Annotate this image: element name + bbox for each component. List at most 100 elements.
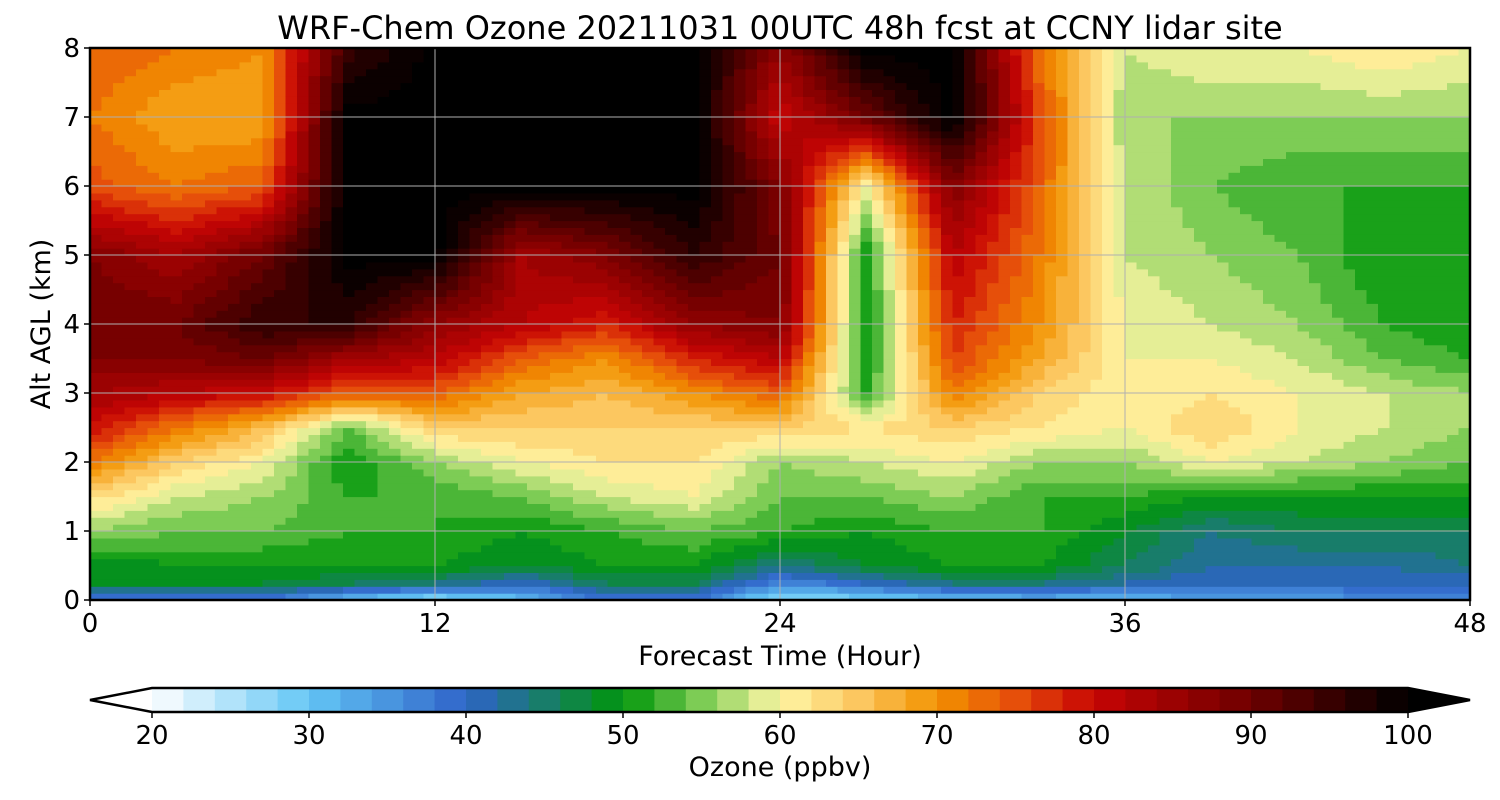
contour-cell	[642, 510, 655, 518]
contour-cell	[699, 551, 712, 560]
contour-cell	[561, 351, 574, 360]
contour-cell	[216, 393, 229, 401]
contour-cell	[124, 82, 137, 90]
contour-cell	[124, 337, 137, 346]
contour-cell	[596, 503, 609, 511]
contour-cell	[469, 261, 482, 270]
contour-cell	[757, 213, 770, 222]
contour-cell	[630, 510, 643, 518]
contour-cell	[354, 496, 367, 504]
contour-cell	[791, 268, 804, 277]
contour-cell	[446, 248, 459, 256]
contour-cell	[412, 358, 425, 366]
contour-cell	[734, 89, 747, 97]
contour-cell	[596, 89, 609, 97]
contour-cell	[423, 496, 436, 504]
contour-cell	[722, 103, 735, 111]
contour-cell	[343, 365, 356, 373]
contour-cell	[435, 434, 448, 442]
contour-cell	[182, 54, 195, 63]
contour-cell	[101, 268, 114, 277]
contour-cell	[561, 324, 574, 332]
contour-cell	[458, 248, 471, 256]
contour-cell	[147, 427, 160, 435]
contour-cell	[366, 172, 379, 180]
contour-cell	[780, 303, 793, 311]
contour-cell	[757, 524, 770, 532]
contour-cell	[239, 427, 252, 435]
contour-cell	[665, 241, 678, 249]
contour-cell	[734, 199, 747, 208]
contour-cell	[504, 206, 517, 215]
contour-cell	[274, 572, 287, 580]
contour-cell	[170, 310, 183, 318]
contour-cell	[642, 68, 655, 77]
contour-cell	[400, 255, 413, 263]
contour-cell	[239, 303, 252, 311]
contour-cell	[584, 586, 597, 594]
contour-cell	[251, 137, 264, 146]
contour-cell	[492, 379, 505, 387]
contour-cell	[596, 455, 609, 463]
contour-cell	[205, 220, 218, 228]
contour-cell	[458, 103, 471, 111]
contour-cell	[228, 241, 241, 249]
contour-cell	[343, 482, 356, 491]
contour-cell	[584, 372, 597, 380]
contour-cell	[343, 234, 356, 242]
contour-cell	[446, 531, 459, 539]
contour-cell	[216, 206, 229, 215]
contour-cell	[136, 558, 149, 567]
contour-cell	[366, 282, 379, 291]
contour-cell	[193, 531, 206, 539]
contour-cell	[136, 261, 149, 270]
contour-cell	[170, 524, 183, 532]
contour-cell	[90, 468, 103, 477]
contour-cell	[722, 130, 735, 139]
contour-cell	[561, 344, 574, 353]
contour-cell	[711, 496, 724, 504]
contour-cell	[446, 213, 459, 222]
contour-cell	[492, 330, 505, 339]
contour-cell	[780, 103, 793, 111]
contour-cell	[136, 551, 149, 560]
contour-cell	[527, 531, 540, 539]
contour-cell	[722, 393, 735, 401]
contour-cell	[274, 468, 287, 477]
contour-cell	[665, 213, 678, 222]
contour-cell	[400, 137, 413, 146]
contour-cell	[734, 475, 747, 484]
contour-cell	[481, 82, 494, 90]
contour-cell	[780, 551, 793, 560]
contour-cell	[216, 48, 229, 56]
contour-cell	[527, 82, 540, 90]
contour-cell	[630, 393, 643, 401]
contour-cell	[768, 393, 781, 401]
contour-cell	[343, 123, 356, 132]
contour-cell	[734, 593, 747, 601]
contour-cell	[665, 68, 678, 77]
contour-cell	[205, 296, 218, 304]
contour-cell	[619, 517, 632, 525]
contour-cell	[734, 137, 747, 146]
contour-cell	[676, 158, 689, 166]
contour-cell	[285, 179, 298, 187]
contour-cell	[297, 289, 310, 297]
contour-cell	[757, 151, 770, 159]
contour-cell	[711, 393, 724, 401]
contour-cell	[699, 192, 712, 201]
contour-cell	[366, 517, 379, 525]
contour-cell	[389, 268, 402, 277]
contour-cell	[630, 89, 643, 97]
contour-cell	[734, 227, 747, 235]
contour-cell	[745, 593, 758, 601]
contour-cell	[147, 482, 160, 491]
contour-cell	[481, 441, 494, 449]
contour-cell	[469, 413, 482, 422]
contour-cell	[780, 186, 793, 194]
contour-cell	[389, 117, 402, 125]
contour-cell	[711, 144, 724, 153]
contour-cell	[734, 303, 747, 311]
contour-cell	[688, 455, 701, 463]
